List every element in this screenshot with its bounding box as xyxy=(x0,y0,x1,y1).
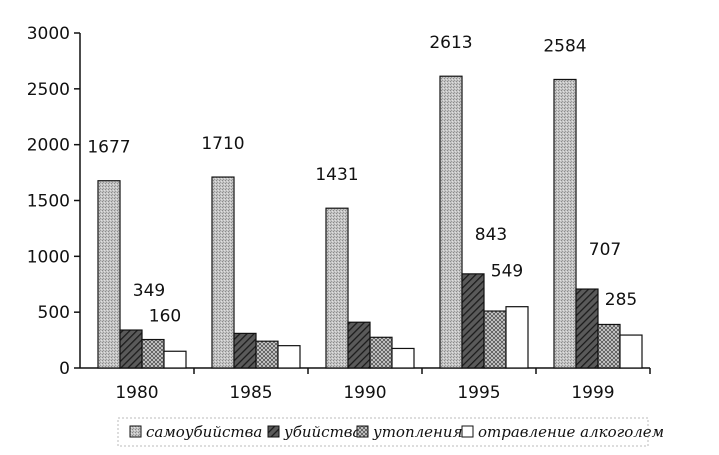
data-labels: 1677 349 160 1710 1431 2613 843 549 2584 707 285 xyxy=(87,33,637,326)
axes: 0 500 1000 1500 2000 2500 3000 1980 1985 1990 1995… xyxy=(27,24,651,403)
data-label: 349 xyxy=(133,281,165,301)
bar-отравление-алкоголем-1980 xyxy=(163,350,187,369)
y-tick-label: 0 xyxy=(59,359,70,379)
legend-frame xyxy=(117,417,649,447)
legend-label: утопления xyxy=(372,423,463,441)
x-tick-label: 1999 xyxy=(571,383,614,403)
bar-самоубийства-1980 xyxy=(97,180,121,369)
data-label: 1710 xyxy=(201,134,244,154)
bar-утопления-1990 xyxy=(369,336,393,369)
legend-label: убийства xyxy=(283,423,361,441)
bar-отравление-алкоголем-1999 xyxy=(619,334,643,369)
legend-swatch xyxy=(129,425,142,438)
legend-swatch xyxy=(461,425,474,438)
x-tick-label: 1990 xyxy=(343,383,386,403)
bar-самоубийства-1990 xyxy=(325,207,349,369)
bar-самоубийства-1999 xyxy=(553,78,577,369)
bar-самоубийства-1995 xyxy=(439,75,463,369)
data-label: 843 xyxy=(475,225,507,245)
bars xyxy=(97,75,643,369)
bar-убийства-1985 xyxy=(233,332,257,369)
data-label: 549 xyxy=(491,262,523,282)
bar-самоубийства-1985 xyxy=(211,176,235,369)
data-label: 2613 xyxy=(429,33,472,53)
x-tick-label: 1980 xyxy=(115,383,158,403)
y-tick-label: 3000 xyxy=(27,24,70,44)
bar-отравление-алкоголем-1995 xyxy=(505,306,529,369)
data-label: 160 xyxy=(149,306,181,326)
bar-утопления-1985 xyxy=(255,340,279,369)
bar-убийства-1980 xyxy=(119,329,143,369)
bar-убийства-1999 xyxy=(575,288,599,369)
data-label: 1677 xyxy=(87,138,130,158)
y-tick-label: 1500 xyxy=(27,192,70,212)
data-label: 1431 xyxy=(315,165,358,185)
y-tick-label: 500 xyxy=(38,303,70,323)
y-tick-label: 2500 xyxy=(27,80,70,100)
legend-swatch xyxy=(356,425,369,438)
bar-убийства-1990 xyxy=(347,321,371,369)
legend-label: отравление алкоголем xyxy=(478,423,664,441)
data-label: 2584 xyxy=(543,36,586,56)
y-tick-label: 2000 xyxy=(27,136,70,156)
data-label: 285 xyxy=(605,290,637,310)
bar-утопления-1995 xyxy=(483,310,507,369)
legend: самоубийства убийства утопления отравление … xyxy=(117,417,664,447)
x-tick-label: 1985 xyxy=(229,383,272,403)
bar-утопления-1999 xyxy=(597,323,621,369)
legend-label: самоубийства xyxy=(146,423,262,441)
bar-отравление-алкоголем-1990 xyxy=(391,347,415,369)
x-tick-label: 1995 xyxy=(457,383,500,403)
y-tick-label: 1000 xyxy=(27,247,70,267)
data-label: 707 xyxy=(589,240,621,260)
bar-убийства-1995 xyxy=(461,273,485,369)
bar-отравление-алкоголем-1985 xyxy=(277,345,301,369)
bar-утопления-1980 xyxy=(141,338,165,369)
legend-swatch xyxy=(267,425,280,438)
